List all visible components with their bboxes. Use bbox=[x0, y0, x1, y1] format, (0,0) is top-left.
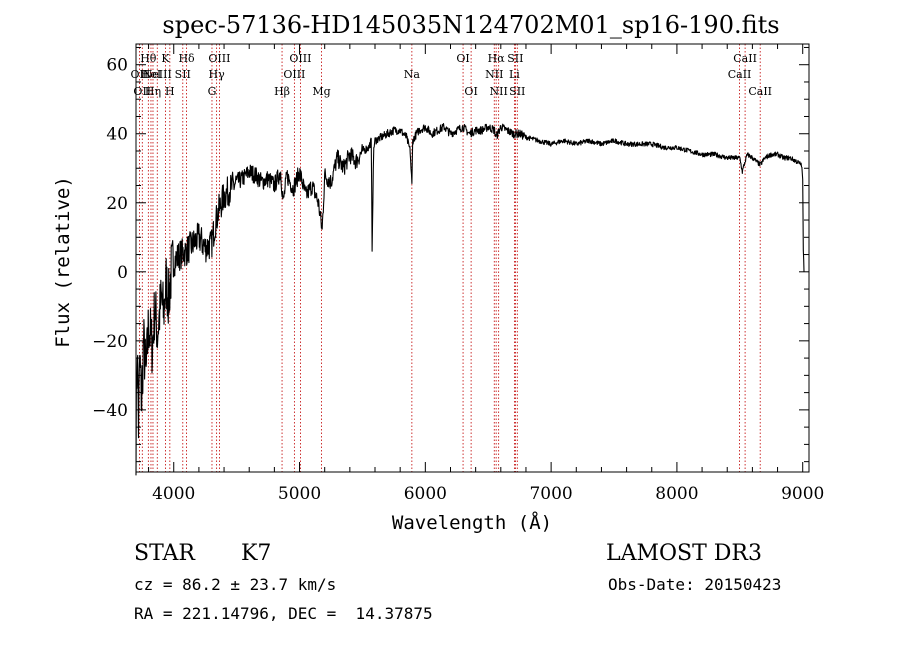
x-axis-ticks: 4000 5000 6000 7000 8000 9000 bbox=[148, 44, 824, 504]
x-tick-label: 9000 bbox=[781, 484, 824, 504]
x-axis-label: Wavelength (Å) bbox=[392, 511, 552, 534]
spectral-line-labels: OIIOIIHθHeIHηNeIIIKHSIIHδGHγOIIIHβOIIIOI… bbox=[131, 52, 772, 98]
line-marker-label: HeI bbox=[141, 68, 161, 81]
y-tick-label: 40 bbox=[106, 125, 128, 145]
line-marker-label: OIII bbox=[283, 68, 305, 81]
x-tick-label: 4000 bbox=[152, 484, 195, 504]
y-tick-label: 0 bbox=[117, 263, 128, 283]
line-marker-label: OII bbox=[131, 68, 149, 81]
observation-date: Obs-Date: 20150423 bbox=[608, 575, 781, 594]
line-marker-label: OIII bbox=[289, 52, 311, 65]
line-marker-label: SII bbox=[509, 85, 525, 98]
line-marker-label: Hθ bbox=[140, 52, 157, 65]
y-axis-label: Flux (relative) bbox=[52, 176, 74, 348]
line-marker-label: CaII bbox=[728, 68, 752, 81]
line-marker-label: Hδ bbox=[178, 52, 195, 65]
chart-title: spec-57136-HD145035N124702M01_sp16-190.f… bbox=[162, 11, 779, 39]
x-tick-label: 6000 bbox=[404, 484, 447, 504]
object-class: STAR bbox=[134, 541, 196, 566]
object-subclass: K7 bbox=[241, 541, 271, 566]
x-tick-label: 5000 bbox=[278, 484, 321, 504]
y-tick-label: −20 bbox=[92, 332, 128, 352]
line-marker-label: SII bbox=[175, 68, 191, 81]
line-marker-label: OII bbox=[133, 85, 151, 98]
spectral-line-markers bbox=[138, 44, 761, 472]
line-marker-label: H bbox=[165, 85, 175, 98]
y-tick-label: 60 bbox=[106, 56, 128, 76]
line-marker-label: SII bbox=[507, 52, 523, 65]
y-tick-label: −40 bbox=[92, 401, 128, 421]
line-marker-label: Hβ bbox=[274, 85, 290, 98]
line-marker-label: Mg bbox=[312, 85, 330, 98]
plot-frame bbox=[135, 43, 810, 473]
line-marker-label: OIII bbox=[208, 52, 230, 65]
line-marker-label: OI bbox=[456, 52, 469, 65]
line-marker-label: NeIII bbox=[143, 68, 172, 81]
line-marker-label: NII bbox=[485, 68, 503, 81]
line-marker-label: Na bbox=[404, 68, 421, 81]
line-marker-label: Li bbox=[509, 68, 520, 81]
survey-name: LAMOST DR3 bbox=[606, 541, 762, 566]
line-marker-label: Hγ bbox=[209, 68, 226, 81]
x-tick-label: 7000 bbox=[529, 484, 572, 504]
spectrum-line bbox=[135, 123, 805, 476]
sky-coordinates: RA = 221.14796, DEC = 14.37875 bbox=[134, 604, 433, 623]
line-marker-label: Hη bbox=[145, 85, 161, 98]
y-axis-ticks: −40 −20 0 20 40 60 bbox=[92, 46, 809, 463]
x-tick-label: 8000 bbox=[655, 484, 698, 504]
line-marker-label: CaII bbox=[733, 52, 757, 65]
line-marker-label: CaII bbox=[748, 85, 772, 98]
y-tick-label: 20 bbox=[106, 194, 128, 214]
redshift-velocity: cz = 86.2 ± 23.7 km/s bbox=[134, 575, 336, 594]
line-marker-label: NII bbox=[490, 85, 508, 98]
line-marker-label: K bbox=[161, 52, 170, 65]
line-marker-label: OI bbox=[464, 85, 477, 98]
line-marker-label: G bbox=[208, 85, 217, 98]
line-marker-label: Hα bbox=[488, 52, 506, 65]
